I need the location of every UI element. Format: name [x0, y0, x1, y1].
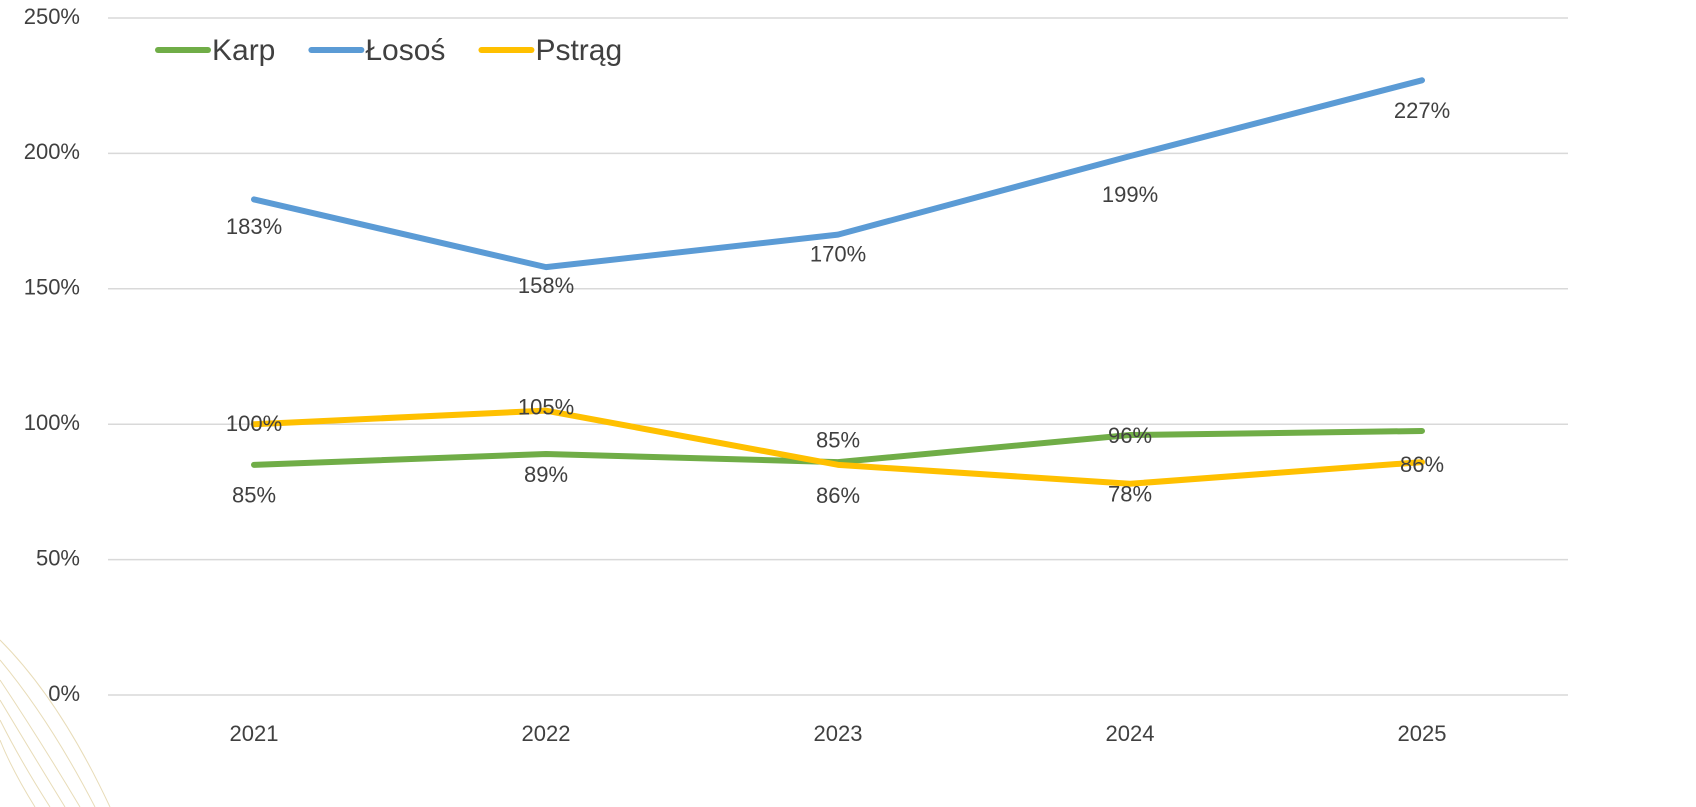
- x-tick-label: 2025: [1398, 721, 1447, 746]
- data-label: 86%: [1400, 452, 1444, 477]
- data-label: 89%: [524, 462, 568, 487]
- y-tick-label: 250%: [24, 4, 80, 29]
- legend-text: Łosoś: [365, 34, 445, 67]
- legend-text: Karp: [212, 34, 275, 67]
- x-tick-label: 2021: [230, 721, 279, 746]
- y-tick-label: 0%: [48, 681, 80, 706]
- data-label: 158%: [518, 273, 574, 298]
- data-label: 199%: [1102, 182, 1158, 207]
- data-label: 85%: [232, 483, 276, 508]
- data-label: 183%: [226, 214, 282, 239]
- y-tick-label: 100%: [24, 410, 80, 435]
- decoration: [0, 639, 111, 807]
- data-label: 86%: [816, 483, 860, 508]
- data-label: 170%: [810, 241, 866, 266]
- x-tick-label: 2024: [1106, 721, 1155, 746]
- series-line: [251, 77, 1425, 271]
- data-label: 227%: [1394, 98, 1450, 123]
- x-tick-label: 2023: [814, 721, 863, 746]
- y-tick-label: 150%: [24, 275, 80, 300]
- data-label: 85%: [816, 428, 860, 453]
- data-label: 100%: [226, 411, 282, 436]
- legend-text: Pstrąg: [535, 34, 622, 67]
- data-label: 105%: [518, 394, 574, 419]
- data-label: 78%: [1108, 482, 1152, 507]
- x-tick-label: 2022: [522, 721, 571, 746]
- y-tick-label: 50%: [36, 545, 80, 570]
- series-line: [251, 407, 1425, 487]
- data-label: 96%: [1108, 423, 1152, 448]
- y-tick-label: 200%: [24, 139, 80, 164]
